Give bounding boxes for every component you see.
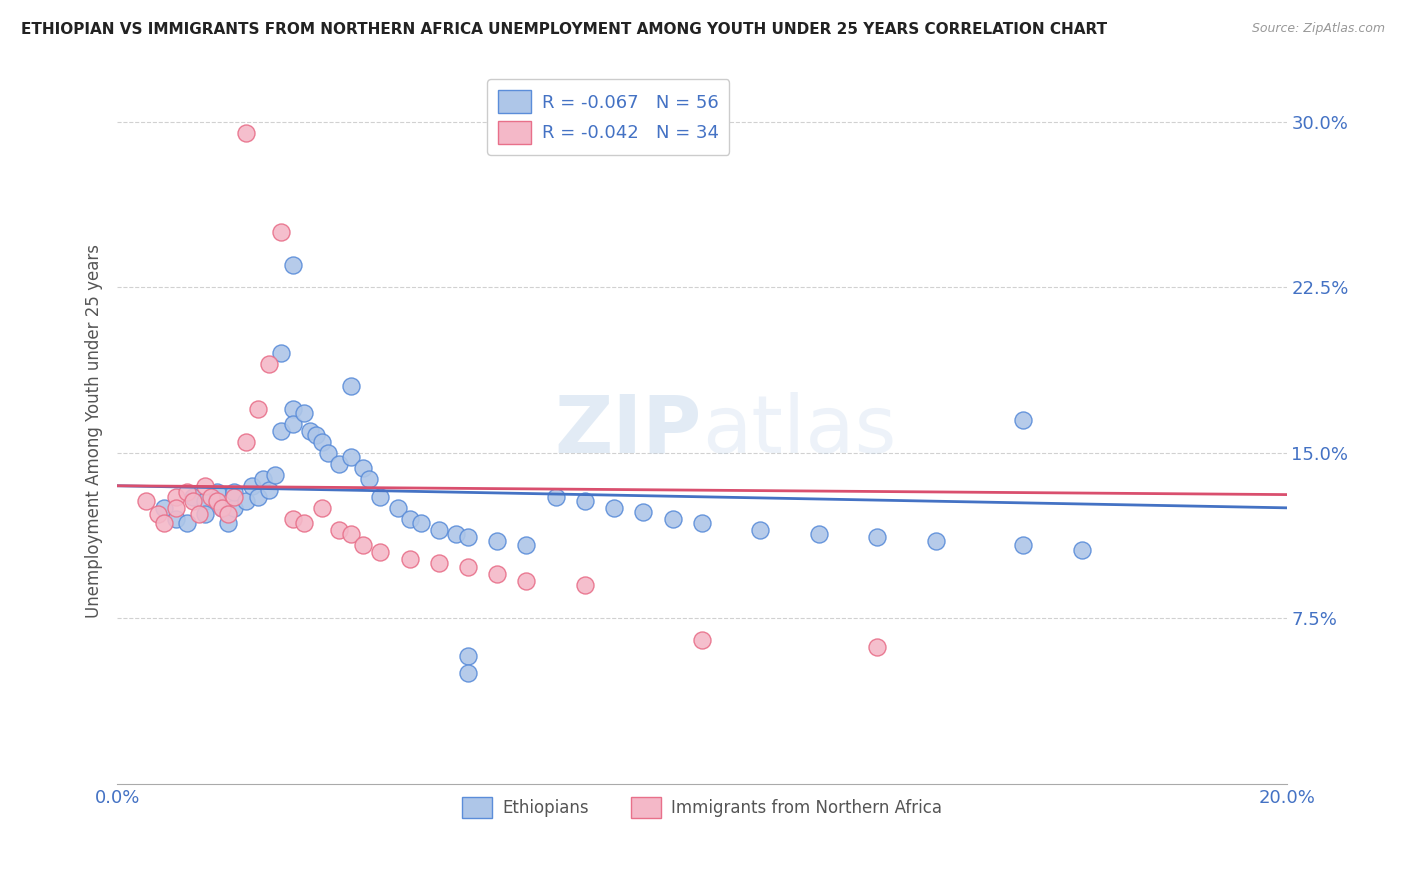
Point [281, 401, 304, 416]
Point [352, 538, 374, 552]
Point [281, 417, 304, 431]
Point [217, 508, 239, 522]
Point [866, 529, 889, 543]
Point [311, 500, 333, 515]
Point [270, 225, 292, 239]
Point [357, 472, 380, 486]
Point [633, 505, 655, 519]
Point [866, 640, 889, 654]
Point [387, 500, 409, 515]
Point [749, 523, 772, 537]
Text: atlas: atlas [702, 392, 896, 469]
Point [807, 527, 830, 541]
Point [328, 523, 350, 537]
Point [146, 508, 169, 522]
Legend: Ethiopians, Immigrants from Northern Africa: Ethiopians, Immigrants from Northern Afr… [456, 790, 948, 825]
Point [281, 512, 304, 526]
Point [398, 512, 420, 526]
Point [411, 516, 433, 531]
Point [188, 508, 211, 522]
Point [299, 424, 322, 438]
Point [257, 357, 280, 371]
Point [305, 428, 328, 442]
Point [176, 516, 198, 531]
Point [200, 490, 222, 504]
Point [211, 500, 233, 515]
Point [181, 494, 204, 508]
Point [217, 516, 239, 531]
Point [153, 516, 176, 531]
Point [224, 500, 246, 515]
Point [165, 500, 187, 515]
Point [515, 538, 537, 552]
Point [457, 560, 479, 574]
Point [368, 545, 391, 559]
Point [574, 578, 596, 592]
Point [486, 533, 509, 548]
Point [574, 494, 596, 508]
Point [257, 483, 280, 498]
Point [661, 512, 683, 526]
Point [281, 258, 304, 272]
Point [690, 516, 713, 531]
Point [446, 527, 468, 541]
Point [352, 461, 374, 475]
Point [235, 434, 257, 449]
Point [205, 485, 228, 500]
Point [194, 494, 217, 508]
Point [246, 490, 269, 504]
Point [368, 490, 391, 504]
Point [181, 490, 204, 504]
Point [316, 445, 339, 459]
Point [205, 494, 228, 508]
Point [340, 527, 363, 541]
Point [176, 485, 198, 500]
Point [925, 533, 948, 548]
Point [690, 633, 713, 648]
Point [194, 479, 217, 493]
Point [211, 500, 233, 515]
Point [486, 567, 509, 582]
Point [264, 467, 287, 482]
Point [246, 401, 269, 416]
Point [544, 490, 567, 504]
Point [292, 516, 315, 531]
Point [603, 500, 626, 515]
Point [240, 479, 263, 493]
Point [457, 648, 479, 663]
Point [515, 574, 537, 588]
Point [224, 490, 246, 504]
Point [135, 494, 157, 508]
Point [340, 450, 363, 464]
Text: Source: ZipAtlas.com: Source: ZipAtlas.com [1251, 22, 1385, 36]
Point [235, 126, 257, 140]
Point [194, 508, 217, 522]
Point [1012, 412, 1035, 426]
Point [165, 490, 187, 504]
Point [328, 457, 350, 471]
Point [340, 379, 363, 393]
Text: ZIP: ZIP [554, 392, 702, 469]
Point [235, 494, 257, 508]
Point [153, 500, 176, 515]
Point [427, 523, 450, 537]
Point [165, 512, 187, 526]
Point [1071, 542, 1094, 557]
Point [398, 551, 420, 566]
Point [224, 485, 246, 500]
Point [270, 424, 292, 438]
Point [427, 556, 450, 570]
Y-axis label: Unemployment Among Youth under 25 years: Unemployment Among Youth under 25 years [86, 244, 103, 617]
Point [457, 666, 479, 681]
Text: ETHIOPIAN VS IMMIGRANTS FROM NORTHERN AFRICA UNEMPLOYMENT AMONG YOUTH UNDER 25 Y: ETHIOPIAN VS IMMIGRANTS FROM NORTHERN AF… [21, 22, 1107, 37]
Point [1012, 538, 1035, 552]
Point [252, 472, 274, 486]
Point [311, 434, 333, 449]
Point [457, 529, 479, 543]
Point [270, 346, 292, 360]
Point [292, 406, 315, 420]
